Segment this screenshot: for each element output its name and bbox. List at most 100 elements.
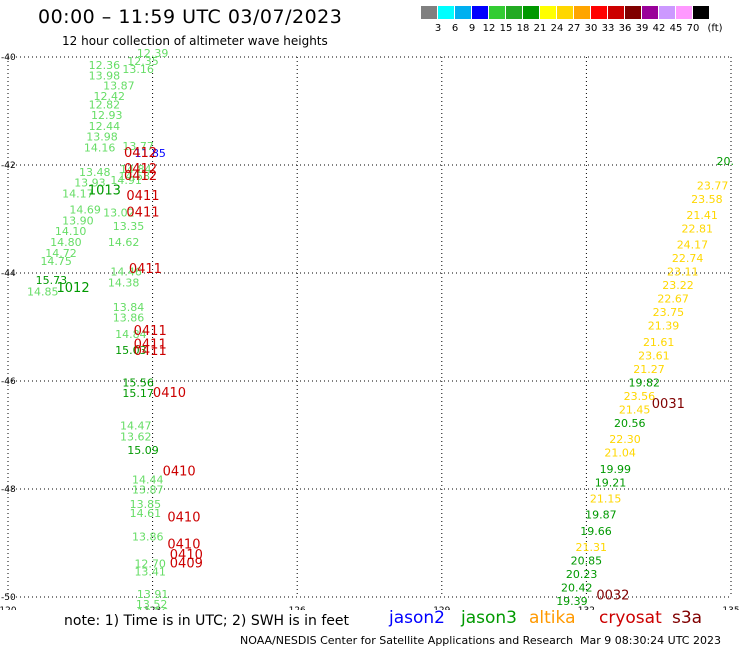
legend-label: 39: [635, 23, 649, 34]
wave-height-label: 13.77: [122, 140, 154, 153]
y-tick-label: -48: [1, 485, 16, 495]
satellite-jason3: jason3: [461, 608, 517, 628]
legend-label: 12: [482, 23, 496, 34]
wave-height-label: 19.39: [556, 595, 588, 608]
legend-swatch: [642, 6, 658, 19]
wave-height-label: 14.69: [69, 204, 101, 217]
track-id-label: 0411: [129, 262, 162, 277]
wave-height-label: 20.85: [571, 555, 603, 568]
legend-swatch: [625, 6, 641, 19]
wave-height-label: 19.21: [595, 476, 627, 489]
satellite-s3a: s3a: [672, 608, 703, 628]
track-id-label: 0412: [124, 162, 157, 177]
wave-height-label: 22.30: [609, 433, 641, 446]
wave-height-label: 14.85: [27, 286, 59, 299]
wave-height-label: 12.82: [89, 98, 121, 111]
track-id-label: 0410: [167, 510, 200, 525]
legend-swatch: [591, 6, 607, 19]
wave-height-label: 14.38: [108, 277, 140, 290]
legend-label: 24: [550, 23, 564, 34]
wave-height-label: 13.41: [134, 565, 166, 578]
legend-label: 27: [567, 23, 581, 34]
x-tick-label: 135: [722, 606, 739, 610]
wave-height-label: 14.16: [84, 142, 116, 155]
legend-swatch: [472, 6, 488, 19]
wave-height-label: 19.99: [600, 463, 632, 476]
wave-height-label: 15.17: [122, 387, 154, 400]
track-id-label: 0410: [170, 548, 203, 563]
wave-height-label: 13.62: [120, 430, 152, 443]
legend-label: 3: [434, 23, 442, 34]
satellite-cryosat: cryosat: [599, 608, 662, 628]
wave-height-label: 13.87: [103, 79, 135, 92]
wave-height-label: 14.84: [120, 163, 152, 176]
wave-height-label: 14.75: [40, 255, 72, 268]
wave-height-label: 12.42: [93, 90, 125, 103]
wave-height-label: 14.80: [50, 236, 82, 249]
wave-height-label: 13.52: [136, 598, 168, 610]
wave-height-label: 14.62: [108, 236, 140, 249]
legend-swatch: [574, 6, 590, 19]
legend-label: 33: [601, 23, 615, 34]
legend-swatch: [438, 6, 454, 19]
wave-height-label: 13.93: [74, 177, 106, 190]
wave-height-label: 13.84: [113, 301, 145, 314]
wave-height-label: 13.87: [132, 483, 164, 496]
legend-swatch: [523, 6, 539, 19]
chart-title: 00:00 – 11:59 UTC 03/07/2023: [38, 6, 343, 28]
wave-height-label: 11.85: [134, 147, 166, 160]
legend-swatch: [608, 6, 624, 19]
wave-height-label: 19.66: [580, 525, 612, 538]
wave-height-label: 12.44: [89, 120, 121, 133]
wave-height-label: 13.86: [132, 530, 164, 543]
wave-height-label: 13.85: [130, 498, 162, 511]
wave-height-label: 14.46: [110, 266, 142, 279]
y-tick-label: -46: [1, 377, 16, 387]
wave-height-label: 14.58: [119, 170, 151, 183]
wave-height-label: 22.74: [672, 252, 704, 265]
legend-label: 21: [533, 23, 547, 34]
track-id-label: 0410: [167, 537, 200, 552]
wave-height-label: 12.35: [127, 55, 159, 68]
wave-height-label: 13.90: [62, 214, 94, 227]
y-tick-label: -44: [1, 269, 16, 279]
legend-swatch: [489, 6, 505, 19]
wave-height-label: 13.02: [103, 206, 135, 219]
chart-subtitle: 12 hour collection of altimeter wave hei…: [62, 34, 328, 48]
credit-text: NOAA/NESDIS Center for Satellite Applica…: [240, 634, 574, 647]
wave-height-label: 21.31: [575, 541, 607, 554]
legend-label: 70: [686, 23, 700, 34]
legend-label: 18: [516, 23, 530, 34]
wave-height-label: 15.03: [115, 344, 147, 357]
x-tick-label: 132: [578, 606, 595, 610]
legend-label: 42: [652, 23, 666, 34]
x-tick-label: 129: [433, 606, 450, 610]
wave-height-label: 20.42: [561, 582, 593, 595]
legend-swatch: [557, 6, 573, 19]
track-id-label: 0411: [126, 205, 159, 220]
wave-height-label: 14.84: [115, 328, 147, 341]
wave-height-label: 20.56: [614, 417, 646, 430]
wave-height-label: 21.04: [604, 447, 636, 460]
wave-height-label: 15.09: [127, 444, 159, 457]
wave-height-label: 12.36: [89, 59, 121, 72]
legend-swatch: [676, 6, 692, 19]
legend-swatch: [455, 6, 471, 19]
wave-height-label: 14.91: [110, 174, 142, 187]
wave-height-label: 14.44: [132, 474, 164, 487]
wave-height-label: 23.61: [638, 349, 670, 362]
wave-height-label: 22.81: [682, 223, 714, 236]
wave-height-label: 22.67: [657, 293, 689, 306]
track-id-label: 0031: [652, 397, 685, 412]
wave-height-label: 12.39: [137, 47, 169, 60]
wave-height-label: 21.41: [686, 209, 718, 222]
wave-height-label: 15.73: [36, 274, 68, 287]
wave-height-label: 19.82: [628, 376, 660, 389]
wave-height-label: 13.98: [86, 131, 118, 144]
wave-height-label: 13.35: [113, 220, 145, 233]
wave-height-label: 24.17: [677, 239, 709, 252]
wave-height-label: 21.27: [633, 363, 665, 376]
wave-height-label: 13.91: [137, 588, 169, 601]
wave-height-label: 23.77: [697, 179, 729, 192]
wave-height-label: 13.56: [137, 606, 169, 610]
